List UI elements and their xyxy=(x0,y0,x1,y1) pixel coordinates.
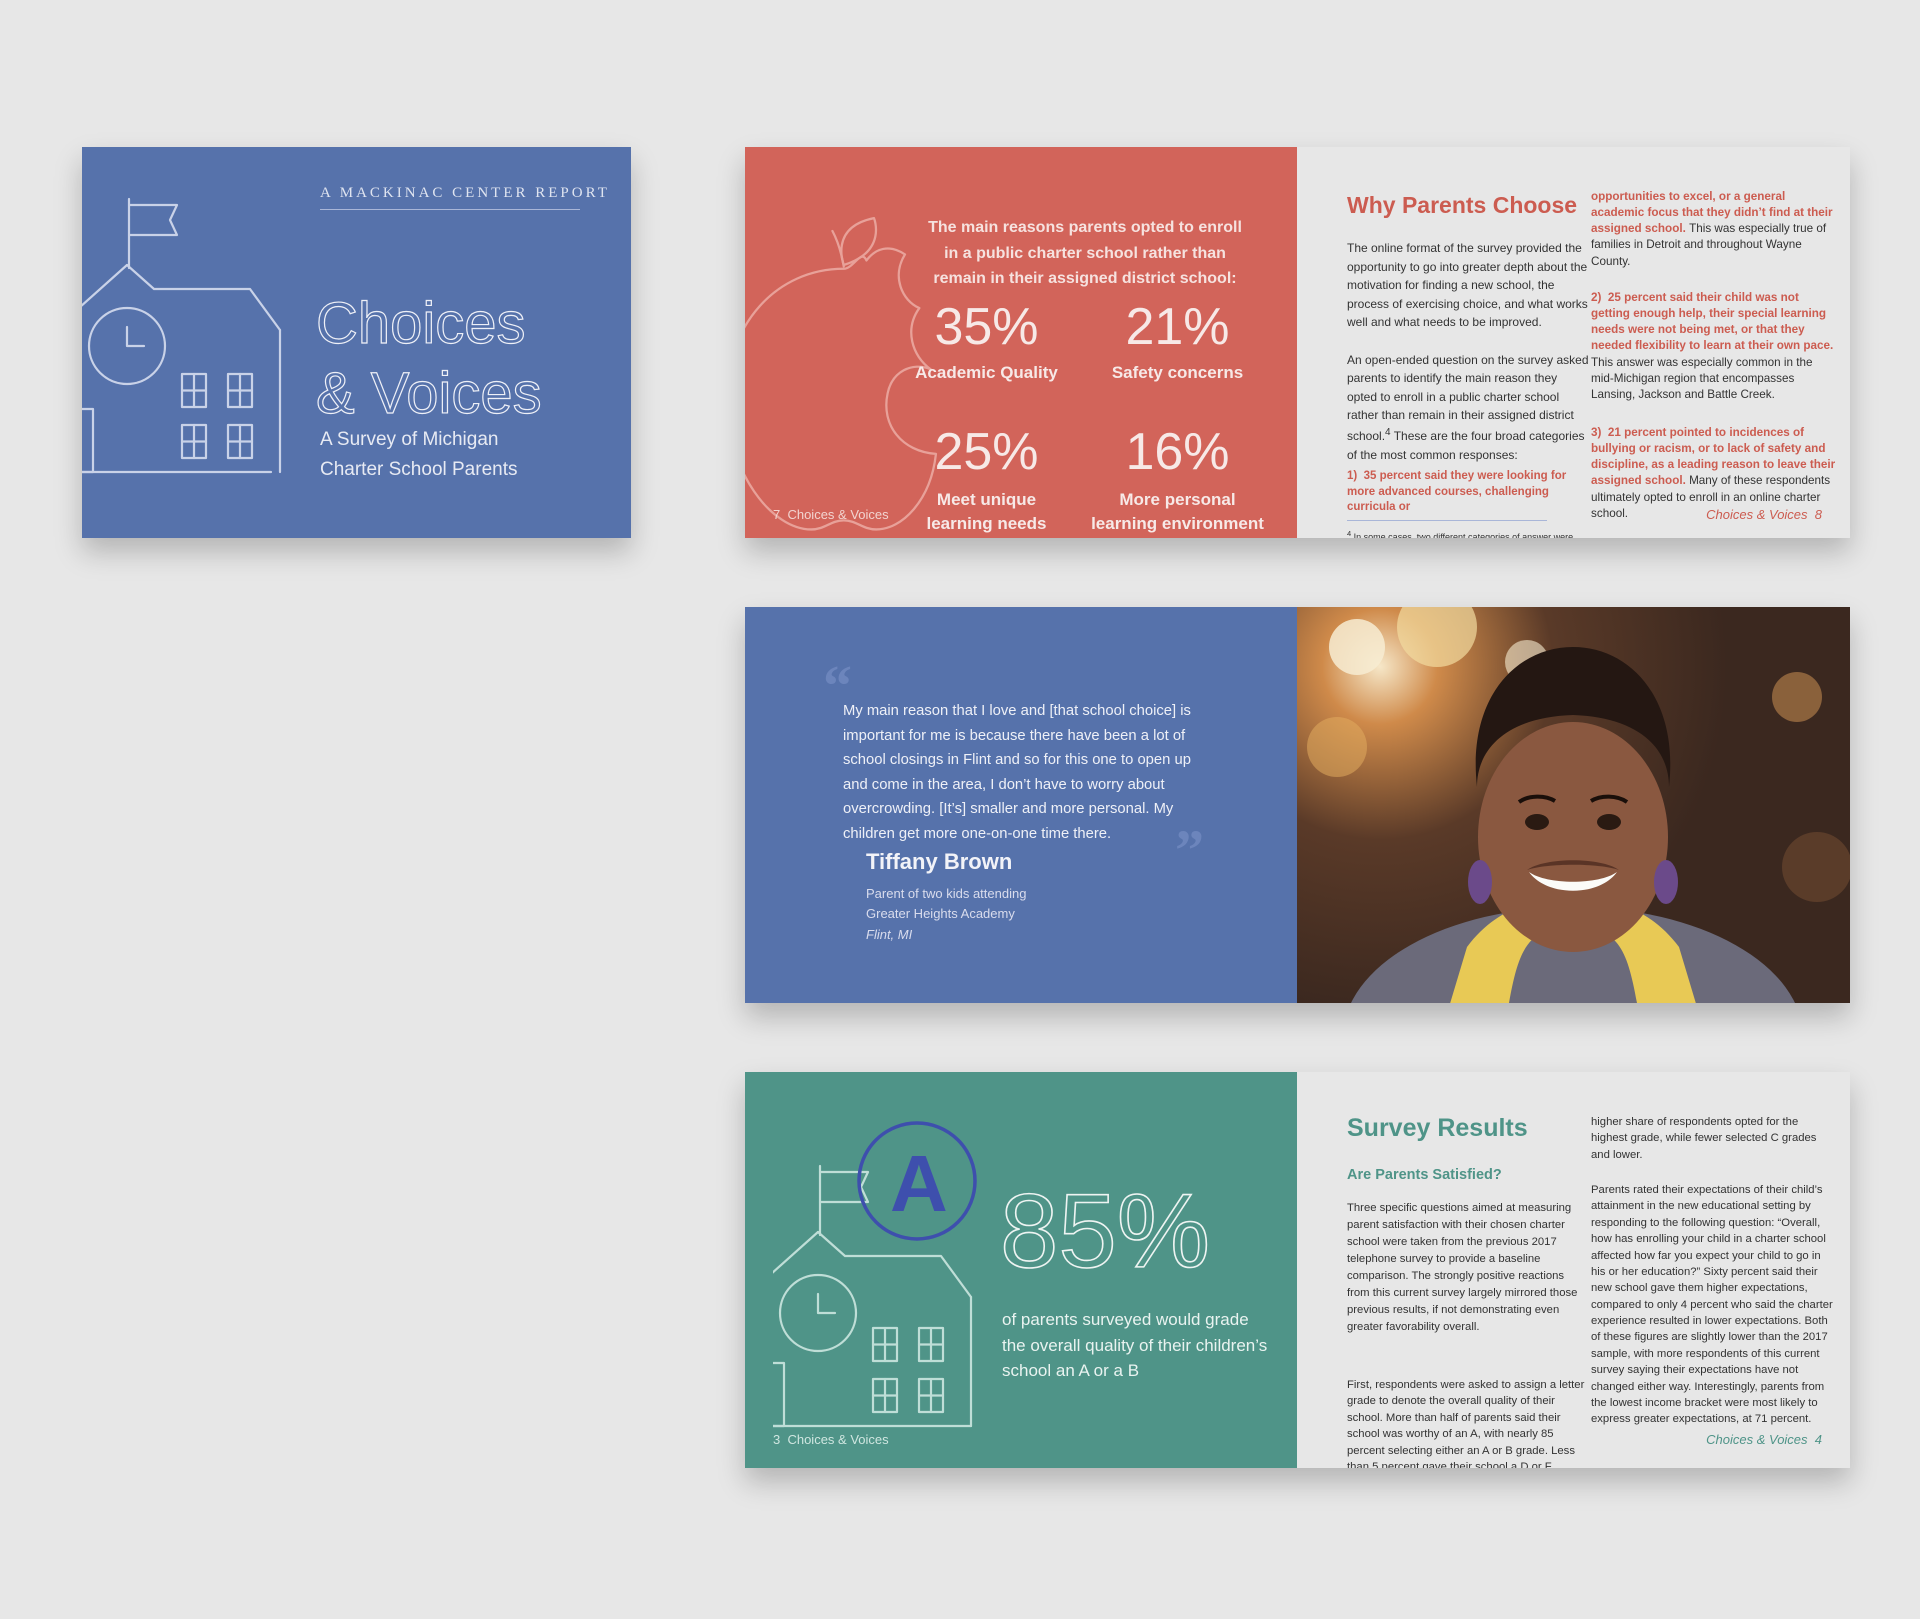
svg-text:85%: 85% xyxy=(1000,1173,1210,1290)
svg-text:”: ” xyxy=(1175,830,1204,880)
svg-text:Choices: Choices xyxy=(316,291,526,356)
svg-text:A: A xyxy=(890,1139,948,1228)
svg-text:& Voices: & Voices xyxy=(316,361,542,426)
